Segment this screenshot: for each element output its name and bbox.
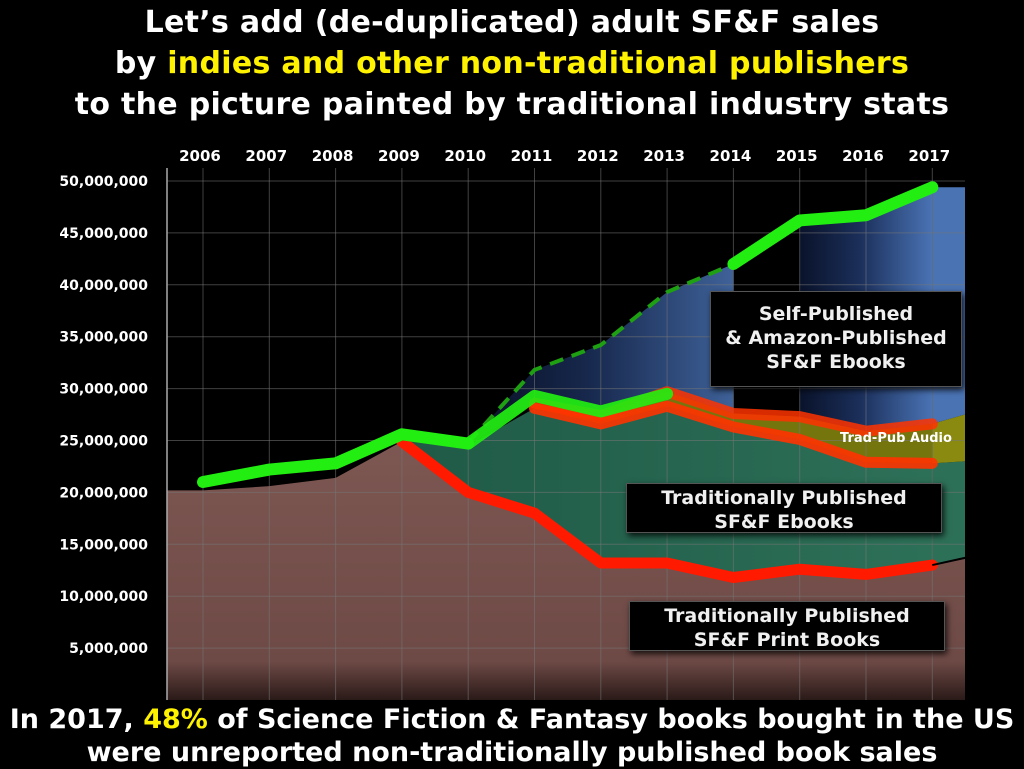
total-line-trad bbox=[462, 387, 674, 450]
x-tick-label: 2006 bbox=[179, 147, 221, 165]
y-tick-label: 15,000,000 bbox=[59, 537, 148, 553]
y-tick-label: 10,000,000 bbox=[59, 589, 148, 605]
self-published-label: Self-Published & Amazon-Published SF&F E… bbox=[710, 291, 962, 387]
footer-highlight: 48% bbox=[143, 704, 208, 735]
footer-line-1: In 2017, 48% of Science Fiction & Fantas… bbox=[0, 703, 1024, 736]
footer-post: of Science Fiction & Fantasy books bough… bbox=[207, 704, 1015, 735]
footer-pre: In 2017, bbox=[9, 704, 144, 735]
title-line-3: to the picture painted by traditional in… bbox=[74, 87, 950, 122]
y-tick-label: 5,000,000 bbox=[69, 641, 148, 657]
print-line bbox=[396, 436, 938, 584]
x-tick-label: 2013 bbox=[643, 147, 685, 165]
edge-line bbox=[932, 555, 971, 567]
y-tick-label: 45,000,000 bbox=[59, 226, 148, 242]
x-tick-label: 2017 bbox=[908, 147, 950, 165]
self-published-label-line: Self-Published bbox=[758, 303, 914, 325]
x-tick-label: 2010 bbox=[444, 147, 486, 165]
title-line-2-pre: by bbox=[114, 46, 168, 81]
trad-ebooks-label-line: SF&F Ebooks bbox=[714, 511, 854, 533]
ebook-line bbox=[529, 400, 938, 469]
y-tick-label: 25,000,000 bbox=[59, 434, 148, 450]
audio-area-edge bbox=[932, 414, 965, 464]
trad-print-label-line: SF&F Print Books bbox=[693, 629, 881, 651]
title-highlight: indies and other non-traditional publish… bbox=[167, 46, 910, 81]
title-line-1: Let’s add (de-duplicated) adult SF&F sal… bbox=[144, 5, 880, 40]
trad-print-label-line: Traditionally Published bbox=[664, 605, 910, 627]
dashed-total-line bbox=[466, 262, 735, 444]
y-tick-label: 20,000,000 bbox=[59, 485, 148, 501]
x-tick-label: 2008 bbox=[312, 147, 354, 165]
total-line-late bbox=[727, 181, 939, 271]
y-tick-label: 30,000,000 bbox=[59, 382, 148, 398]
x-tick-label: 2014 bbox=[710, 147, 752, 165]
title-line-2: by indies and other non-traditional publ… bbox=[0, 43, 1024, 84]
x-tick-label: 2009 bbox=[378, 147, 420, 165]
x-tick-label: 2007 bbox=[245, 147, 287, 165]
y-tick-label: 35,000,000 bbox=[59, 330, 148, 346]
x-tick-label: 2012 bbox=[577, 147, 619, 165]
self-published-label-line: SF&F Ebooks bbox=[766, 351, 906, 373]
x-tick-label: 2016 bbox=[842, 147, 884, 165]
x-tick-label: 2015 bbox=[776, 147, 818, 165]
total-line-early bbox=[197, 428, 475, 489]
self-published-label-line: & Amazon-Published bbox=[725, 327, 947, 349]
trad-ebooks-label-line: Traditionally Published bbox=[661, 487, 907, 509]
trad-ebooks-label: Traditionally Published SF&F Ebooks bbox=[626, 483, 942, 533]
y-tick-label: 40,000,000 bbox=[59, 278, 148, 294]
trad-audio-label: Trad-Pub Audio bbox=[840, 431, 952, 446]
x-tick-label: 2011 bbox=[511, 147, 553, 165]
footer-line-2: were unreported non-traditionally publis… bbox=[86, 737, 938, 768]
trad-print-label: Traditionally Published SF&F Print Books bbox=[629, 601, 945, 651]
y-tick-label: 50,000,000 bbox=[59, 174, 148, 190]
